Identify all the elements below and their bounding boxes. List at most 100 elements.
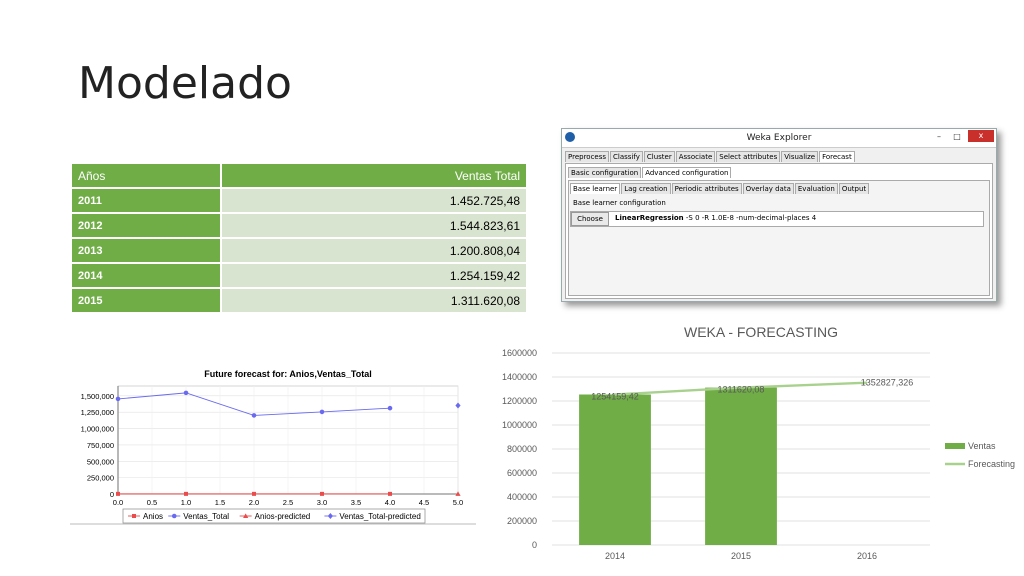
- sales-cell: 1.544.823,61: [220, 212, 528, 239]
- sales-table: Años Ventas Total 2011 1.452.725,48 2012 1…: [69, 162, 528, 314]
- x-tick-label: 3.5: [351, 498, 361, 507]
- weka-explorer-window: Weka Explorer – □ x Preprocess Classify …: [561, 128, 997, 302]
- legend-swatch: [945, 443, 965, 449]
- y-tick-label: 0: [110, 490, 114, 499]
- sales-cell: 1.311.620,08: [220, 287, 528, 314]
- x-tick-label: 4.0: [385, 498, 395, 507]
- tab-classify[interactable]: Classify: [610, 151, 643, 162]
- x-tick-label: 2016: [857, 551, 877, 561]
- data-point: [387, 405, 393, 411]
- y-tick-label: 250,000: [87, 474, 114, 483]
- table-header-row: Años Ventas Total: [69, 162, 528, 189]
- legend-entry: Forecasting: [945, 459, 1015, 469]
- data-point: [183, 390, 189, 396]
- tab-forecast[interactable]: Forecast: [819, 151, 855, 162]
- x-tick-label: 2.0: [249, 498, 259, 507]
- chart-title: WEKA - FORECASTING: [684, 324, 838, 340]
- x-tick-label: 4.5: [419, 498, 429, 507]
- close-icon[interactable]: x: [968, 130, 994, 142]
- year-cell: 2014: [69, 262, 223, 289]
- x-tick-label: 2015: [731, 551, 751, 561]
- data-point: [251, 413, 257, 418]
- table-row: 2013 1.200.808,04: [69, 237, 528, 264]
- learner-chooser: Choose LinearRegression -S 0 -R 1.0E-8 -…: [570, 211, 984, 227]
- window-titlebar[interactable]: Weka Explorer – □ x: [562, 129, 996, 148]
- tab-evaluation[interactable]: Evaluation: [794, 183, 838, 194]
- tab-overlay-data[interactable]: Overlay data: [742, 183, 794, 194]
- tab-output[interactable]: Output: [838, 183, 870, 194]
- y-tick-label: 1,500,000: [81, 392, 114, 401]
- year-cell: 2013: [69, 237, 223, 264]
- y-tick-label: 1,250,000: [81, 408, 114, 417]
- legend-entry: Anios: [128, 512, 163, 521]
- tab-associate[interactable]: Associate: [675, 151, 716, 162]
- x-tick-label: 3.0: [317, 498, 327, 507]
- slide-title: Modelado: [78, 58, 292, 109]
- y-tick-label: 800000: [507, 444, 537, 454]
- y-tick-label: 1000000: [502, 420, 537, 430]
- y-tick-label: 1600000: [502, 348, 537, 358]
- forecast-panel: Basic configuration Advanced configurati…: [565, 163, 993, 299]
- tab-advanced-configuration[interactable]: Advanced configuration: [642, 167, 732, 178]
- bar-ventas: [579, 394, 651, 545]
- y-tick-label: 0: [532, 540, 537, 550]
- header-sales-total: Ventas Total: [220, 162, 528, 189]
- tab-periodic-attributes[interactable]: Periodic attributes: [671, 183, 742, 194]
- chart-ticks: 0 250,000 500,000 750,000 1,000,000 1,250,000…: [81, 392, 464, 507]
- data-point: [116, 491, 120, 496]
- data-point: [319, 409, 325, 415]
- data-point: [132, 514, 136, 518]
- learner-config-text[interactable]: LinearRegression -S 0 -R 1.0E-8 -num-dec…: [615, 214, 816, 222]
- learner-name: LinearRegression: [615, 214, 684, 222]
- main-tabs: Preprocess Classify Cluster Associate Se…: [565, 151, 856, 162]
- weka-forecasting-chart: WEKA - FORECASTING 0 200000 400000 600000 80…: [502, 324, 1015, 561]
- tab-basic-configuration[interactable]: Basic configuration: [568, 167, 642, 178]
- y-tick-label: 1200000: [502, 396, 537, 406]
- data-point: [320, 491, 324, 496]
- data-point: [171, 513, 177, 519]
- data-point: [455, 402, 461, 409]
- tab-select-attributes[interactable]: Select attributes: [716, 151, 781, 162]
- data-label: 1352827,326: [861, 378, 914, 388]
- y-tick-label: 400000: [507, 492, 537, 502]
- table-row: 2011 1.452.725,48: [69, 187, 528, 214]
- x-tick-label: 2.5: [283, 498, 293, 507]
- x-tick-label: 1.5: [215, 498, 225, 507]
- tab-base-learner[interactable]: Base learner: [570, 183, 621, 194]
- data-point: [252, 491, 256, 496]
- tab-cluster[interactable]: Cluster: [643, 151, 675, 162]
- x-tick-label: 0.0: [113, 498, 123, 507]
- legend-label: Ventas_Total: [183, 512, 229, 521]
- x-tick-label: 0.5: [147, 498, 157, 507]
- sales-cell: 1.452.725,48: [220, 187, 528, 214]
- minimize-icon[interactable]: –: [937, 132, 941, 141]
- legend-label: Anios-predicted: [255, 512, 311, 521]
- chart-legend: Ventas Forecasting: [945, 441, 1015, 469]
- data-label: 1311620,08: [718, 385, 765, 395]
- sales-cell: 1.200.808,04: [220, 237, 528, 264]
- y-tick-label: 200000: [507, 516, 537, 526]
- chart-grid: [117, 385, 459, 495]
- y-tick-label: 750,000: [87, 441, 114, 450]
- data-point: [184, 491, 188, 496]
- x-tick-label: 2014: [605, 551, 625, 561]
- sales-cell: 1.254.159,42: [220, 262, 528, 289]
- maximize-icon[interactable]: □: [953, 132, 961, 141]
- legend-label: Ventas_Total-predicted: [339, 512, 420, 521]
- chart-title: Future forecast for: Anios,Ventas_Total: [204, 369, 372, 379]
- table-row: 2012 1.544.823,61: [69, 212, 528, 239]
- data-point: [455, 491, 461, 496]
- advanced-config-panel: Base learner Lag creation Periodic attri…: [568, 180, 990, 296]
- tab-preprocess[interactable]: Preprocess: [565, 151, 610, 162]
- data-point: [115, 396, 121, 402]
- window-title: Weka Explorer: [746, 133, 812, 143]
- group-label: Base learner configuration: [573, 199, 666, 207]
- chart-legend: [122, 508, 426, 524]
- weka-app-icon: [565, 132, 575, 142]
- year-cell: 2011: [69, 187, 223, 214]
- choose-button[interactable]: Choose: [571, 212, 609, 226]
- tab-visualize[interactable]: Visualize: [781, 151, 819, 162]
- tab-lag-creation[interactable]: Lag creation: [621, 183, 671, 194]
- header-years: Años: [69, 162, 223, 189]
- table-row: 2014 1.254.159,42: [69, 262, 528, 289]
